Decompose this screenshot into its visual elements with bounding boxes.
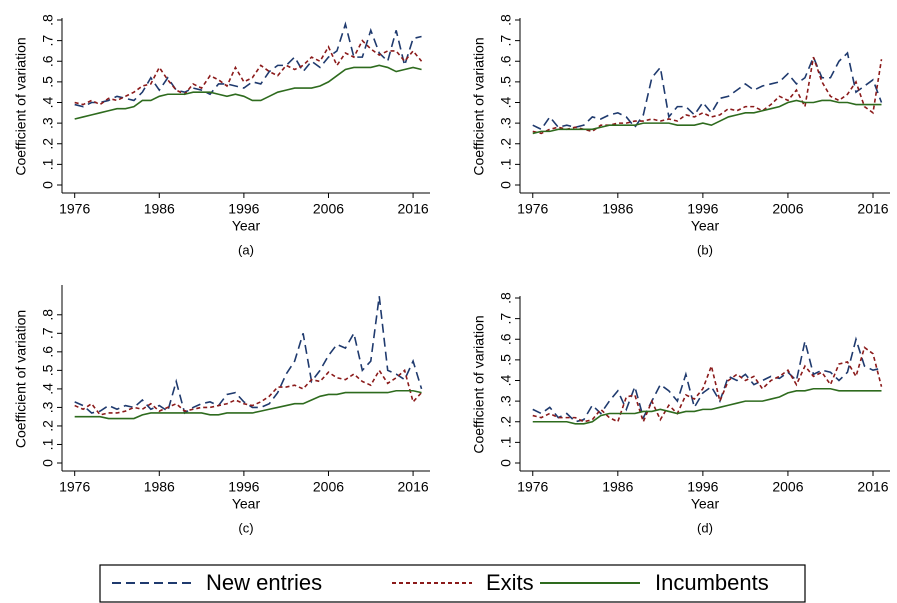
x-axis-label: Year (691, 218, 720, 234)
y-tick-label: .8 (498, 14, 514, 26)
y-tick-label: .2 (498, 416, 514, 428)
y-tick-label: .6 (498, 333, 514, 345)
y-tick-label: .6 (40, 346, 56, 358)
y-tick-label: .1 (498, 436, 514, 448)
y-tick-label: .8 (498, 292, 514, 304)
y-tick-label: .7 (40, 35, 56, 47)
y-tick-label: 0 (40, 459, 56, 467)
x-tick-label: 1996 (687, 201, 718, 217)
x-axis-label: Year (232, 496, 261, 512)
x-tick-label: 1986 (144, 479, 175, 495)
x-tick-label: 2006 (772, 201, 803, 217)
y-tick-label: .6 (40, 55, 56, 67)
y-tick-label: .2 (40, 420, 56, 432)
x-tick-label: 1976 (59, 201, 90, 217)
y-tick-label: .4 (498, 374, 514, 386)
y-tick-label: .4 (40, 96, 56, 108)
x-tick-label: 1986 (602, 201, 633, 217)
x-axis-label: Year (691, 496, 720, 512)
panel-caption: (d) (697, 520, 713, 535)
legend-label: Exits (486, 570, 534, 595)
y-tick-label: .3 (498, 117, 514, 129)
x-tick-label: 1986 (144, 201, 175, 217)
y-tick-label: .2 (498, 138, 514, 150)
series-line (532, 387, 882, 425)
series-line (74, 39, 423, 106)
y-tick-label: .8 (40, 14, 56, 26)
y-axis-label: Coefficient of variation (471, 315, 487, 453)
series-line (532, 56, 883, 135)
x-tick-label: 2016 (398, 201, 429, 217)
x-axis-label: Year (232, 218, 261, 234)
y-tick-label: .5 (40, 364, 56, 376)
legend-label: Incumbents (655, 570, 769, 595)
legend-label: New entries (206, 570, 322, 595)
x-tick-label: 1986 (602, 479, 633, 495)
y-tick-label: .2 (40, 138, 56, 150)
y-tick-label: 0 (40, 181, 56, 189)
y-axis-label: Coefficient of variation (13, 310, 29, 448)
x-tick-label: 2006 (313, 479, 344, 495)
panel-caption: (b) (697, 242, 713, 257)
y-axis-label: Coefficient of variation (471, 37, 487, 175)
x-tick-label: 1976 (59, 479, 90, 495)
legend-box (99, 564, 806, 603)
y-tick-label: .7 (498, 35, 514, 47)
series-line (532, 99, 882, 135)
y-tick-label: .4 (40, 383, 56, 395)
y-tick-label: .1 (40, 438, 56, 450)
y-tick-label: .1 (40, 158, 56, 170)
y-tick-label: .1 (498, 158, 514, 170)
y-tick-label: .7 (40, 327, 56, 339)
x-tick-label: 1996 (228, 479, 259, 495)
y-axis-label: Coefficient of variation (13, 37, 29, 175)
y-tick-label: .3 (40, 117, 56, 129)
series-line (74, 64, 422, 120)
y-tick-label: 0 (498, 459, 514, 467)
series-line (74, 368, 423, 416)
x-tick-label: 1976 (517, 479, 548, 495)
y-tick-label: .5 (40, 76, 56, 88)
x-tick-label: 1996 (228, 201, 259, 217)
x-tick-label: 2006 (772, 479, 803, 495)
x-tick-label: 2016 (398, 479, 429, 495)
y-tick-label: .6 (498, 55, 514, 67)
series-line (532, 51, 883, 131)
y-tick-label: .5 (498, 354, 514, 366)
y-tick-label: .7 (498, 313, 514, 325)
series-line (532, 346, 883, 425)
y-tick-label: .4 (498, 96, 514, 108)
x-tick-label: 2016 (857, 479, 888, 495)
y-tick-label: .8 (40, 309, 56, 321)
panel-caption: (c) (238, 520, 253, 535)
series-line (74, 21, 422, 108)
x-tick-label: 1976 (517, 201, 548, 217)
series-line (74, 296, 423, 415)
x-tick-label: 2006 (313, 201, 344, 217)
panel-caption: (a) (238, 242, 254, 257)
y-tick-label: .3 (498, 395, 514, 407)
x-tick-label: 1996 (687, 479, 718, 495)
y-tick-label: .5 (498, 76, 514, 88)
y-tick-label: .3 (40, 401, 56, 413)
x-tick-label: 2016 (857, 201, 888, 217)
series-line (74, 389, 422, 420)
series-line (532, 336, 882, 423)
y-tick-label: 0 (498, 181, 514, 189)
